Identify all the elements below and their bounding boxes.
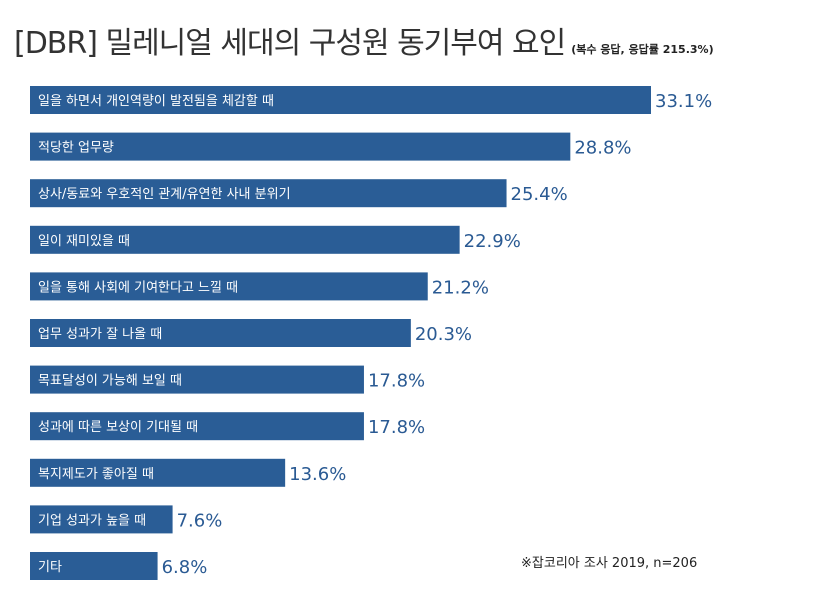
value-label: 21.2% (432, 277, 489, 298)
bar-group: 적당한 업무량 28.8% (30, 132, 632, 161)
bar (30, 179, 507, 208)
bar (30, 458, 286, 487)
value-label: 7.6% (177, 510, 223, 531)
category-label: 적당한 업무량 (38, 141, 114, 156)
bar-group: 일을 하면서 개인역량이 발전됨을 체감할 때 33.1% (30, 86, 712, 114)
bar-group: 일이 재미있을 때 22.9% (30, 225, 521, 254)
category-label: 일이 재미있을 때 (38, 234, 130, 249)
source-note: ※잡코리아 조사 2019, n=206 (521, 556, 698, 571)
value-label: 28.8% (574, 138, 631, 159)
bar-group: 상사/동료와 우호적인 관계/유연한 사내 분위기 25.4% (30, 179, 568, 208)
category-label: 일을 하면서 개인역량이 발전됨을 체감할 때 (38, 94, 274, 109)
category-label: 복지제도가 좋아질 때 (38, 467, 154, 482)
chart-subtitle: (복수 응답, 응답률 215.3%) (571, 43, 714, 56)
bar-group: 목표달성이 가능해 보일 때 17.8% (30, 365, 425, 394)
category-label: 상사/동료와 우호적인 관계/유연한 사내 분위기 (38, 187, 291, 202)
bar (30, 365, 364, 394)
value-label: 13.6% (289, 464, 346, 485)
category-label: 기업 성과가 높을 때 (38, 513, 146, 528)
category-label: 기타 (38, 560, 62, 575)
bar-group: 업무 성과가 잘 나올 때 20.3% (30, 319, 472, 347)
value-label: 33.1% (655, 91, 712, 112)
category-label: 성과에 따른 보상이 기대될 때 (38, 420, 198, 435)
bar (30, 225, 460, 254)
value-label: 17.8% (368, 417, 425, 438)
value-label: 22.9% (464, 231, 521, 252)
bar (30, 86, 651, 114)
bar (30, 505, 173, 534)
bar-group: 기타 6.8% (30, 552, 207, 580)
chart-title: [DBR] 밀레니얼 세대의 구성원 동기부여 요인 (14, 26, 566, 61)
bar (30, 319, 411, 347)
bar (30, 552, 158, 580)
bar-group: 일을 통해 사회에 기여한다고 느낄 때 21.2% (30, 272, 489, 301)
chart-title-row: [DBR] 밀레니얼 세대의 구성원 동기부여 요인 (복수 응답, 응답률 2… (14, 18, 714, 62)
value-label: 17.8% (368, 371, 425, 392)
bar-group: 복지제도가 좋아질 때 13.6% (30, 458, 346, 487)
category-label: 목표달성이 가능해 보일 때 (38, 374, 182, 389)
bar-group: 기업 성과가 높을 때 7.6% (30, 505, 223, 534)
category-label: 업무 성과가 잘 나올 때 (38, 327, 162, 342)
bar-group: 성과에 따른 보상이 기대될 때 17.8% (30, 412, 425, 441)
value-label: 6.8% (162, 557, 208, 578)
bar (30, 132, 571, 161)
bar (30, 272, 428, 301)
category-label: 일을 통해 사회에 기여한다고 느낄 때 (38, 280, 238, 295)
value-label: 25.4% (511, 184, 568, 205)
bar (30, 412, 364, 441)
value-label: 20.3% (415, 324, 472, 345)
